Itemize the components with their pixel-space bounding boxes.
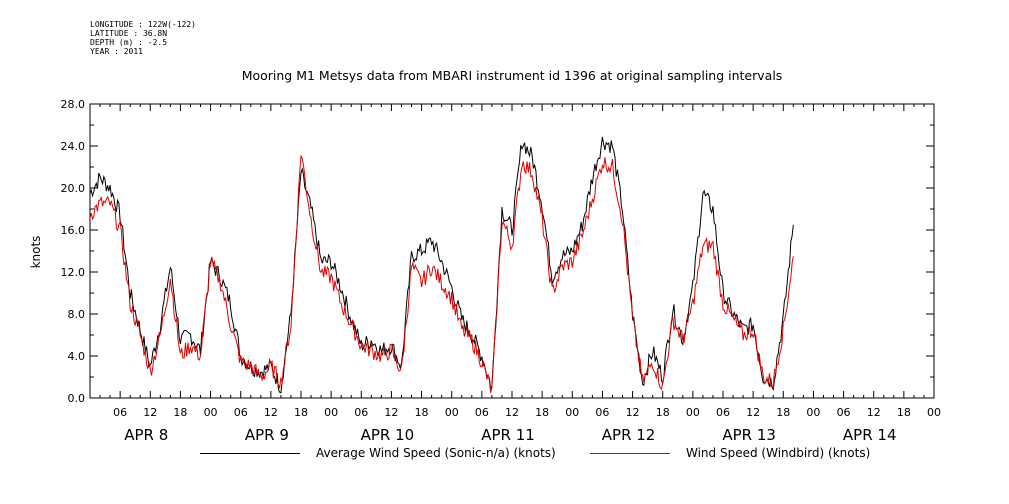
x-tick-label: 00 [686, 406, 700, 419]
y-tick-label: 20.0 [61, 182, 86, 195]
legend: Average Wind Speed (Sonic-n/a) (knots) W… [200, 446, 920, 464]
x-tick-label: 00 [565, 406, 579, 419]
x-tick-label: 18 [535, 406, 549, 419]
x-day-label: APR 13 [722, 426, 776, 444]
x-tick-label: 18 [776, 406, 790, 419]
series-line-0 [89, 136, 794, 394]
x-tick-label: 00 [927, 406, 941, 419]
x-day-label: APR 8 [124, 426, 168, 444]
x-day-label: APR 12 [602, 426, 656, 444]
metadata-block: LONGITUDE : 122W(-122) LATITUDE : 36.8N … [90, 20, 196, 56]
legend-label-sonic: Average Wind Speed (Sonic-n/a) (knots) [316, 446, 556, 460]
x-tick-label: 12 [626, 406, 640, 419]
x-day-label: APR 10 [361, 426, 415, 444]
x-tick-label: 18 [897, 406, 911, 419]
y-tick-label: 16.0 [61, 224, 86, 237]
x-tick-label: 12 [264, 406, 278, 419]
x-day-label: APR 11 [481, 426, 535, 444]
x-tick-label: 06 [113, 406, 127, 419]
latitude-label: LATITUDE : 36.8N [90, 29, 168, 38]
y-tick-label: 4.0 [68, 350, 86, 363]
x-day-label: APR 14 [843, 426, 897, 444]
y-tick-label: 28.0 [61, 98, 86, 111]
legend-swatch-black [200, 452, 300, 454]
x-tick-label: 12 [384, 406, 398, 419]
legend-item-sonic: Average Wind Speed (Sonic-n/a) (knots) [200, 446, 556, 460]
y-tick-label: 0.0 [68, 392, 86, 405]
x-tick-label: 18 [173, 406, 187, 419]
legend-item-windbird: Wind Speed (Windbird) (knots) [590, 446, 870, 460]
legend-label-windbird: Wind Speed (Windbird) (knots) [686, 446, 871, 460]
x-tick-label: 18 [656, 406, 670, 419]
year-label: YEAR : 2011 [90, 47, 143, 56]
chart-title: Mooring M1 Metsys data from MBARI instru… [242, 68, 783, 83]
y-tick-label: 8.0 [68, 308, 86, 321]
x-tick-label: 06 [475, 406, 489, 419]
x-tick-label: 00 [204, 406, 218, 419]
axis-ticks: 0.0 4.0 8.0 12.0 16.0 20.0 24.0 28.0 06 12 18 00 06 1… [61, 98, 942, 444]
depth-label: DEPTH (m) : -2.5 [90, 38, 168, 47]
series-layer [89, 136, 794, 394]
x-tick-label: 00 [445, 406, 459, 419]
x-tick-label: 00 [324, 406, 338, 419]
series-line-1 [89, 155, 794, 393]
x-tick-label: 06 [354, 406, 368, 419]
x-tick-label: 00 [806, 406, 820, 419]
longitude-label: LONGITUDE : 122W(-122) [90, 20, 196, 29]
x-day-label: APR 9 [245, 426, 289, 444]
x-tick-label: 18 [294, 406, 308, 419]
x-tick-label: 12 [143, 406, 157, 419]
y-tick-label: 24.0 [61, 140, 86, 153]
y-tick-label: 12.0 [61, 266, 86, 279]
x-tick-label: 12 [505, 406, 519, 419]
legend-swatch-red [590, 452, 670, 454]
x-tick-label: 06 [595, 406, 609, 419]
y-axis-label: knots [29, 236, 43, 269]
x-tick-label: 12 [867, 406, 881, 419]
x-tick-label: 06 [837, 406, 851, 419]
x-tick-label: 06 [716, 406, 730, 419]
x-tick-label: 12 [746, 406, 760, 419]
x-tick-label: 18 [415, 406, 429, 419]
plot-frame [89, 103, 935, 399]
x-tick-label: 06 [234, 406, 248, 419]
